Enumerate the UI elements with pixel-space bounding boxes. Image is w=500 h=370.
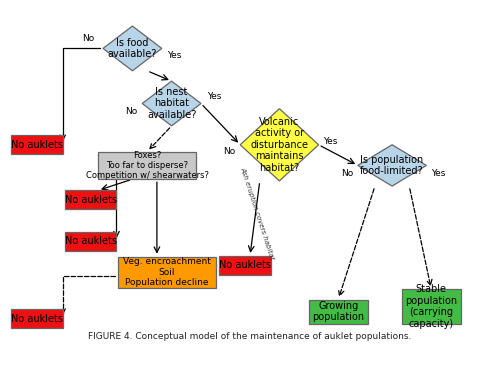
Text: Volcanic
activity or
disturbance
maintains
habitat?: Volcanic activity or disturbance maintai… — [250, 117, 308, 173]
FancyBboxPatch shape — [220, 256, 271, 275]
FancyBboxPatch shape — [65, 191, 116, 209]
Text: Yes: Yes — [166, 51, 181, 60]
Text: Is nest
habitat
available?: Is nest habitat available? — [147, 87, 196, 120]
Text: No: No — [82, 34, 94, 43]
Polygon shape — [142, 81, 201, 126]
FancyBboxPatch shape — [65, 232, 116, 250]
Text: No auklets: No auklets — [65, 195, 117, 205]
Text: Is food
available?: Is food available? — [108, 38, 157, 59]
FancyBboxPatch shape — [309, 300, 368, 324]
Text: No auklets: No auklets — [11, 140, 63, 150]
FancyBboxPatch shape — [402, 289, 460, 324]
FancyBboxPatch shape — [11, 309, 63, 328]
FancyBboxPatch shape — [11, 135, 63, 154]
Text: FIGURE 4. Conceptual model of the maintenance of auklet populations.: FIGURE 4. Conceptual model of the mainte… — [88, 332, 411, 341]
Text: Yes: Yes — [432, 169, 446, 178]
Text: No: No — [340, 169, 353, 178]
FancyBboxPatch shape — [118, 257, 216, 287]
Text: Is population
food-limited?: Is population food-limited? — [360, 155, 424, 176]
Text: Yes: Yes — [207, 92, 222, 101]
Text: Foxes?
Too far to disperse?
Competition w/ shearwaters?: Foxes? Too far to disperse? Competition … — [86, 151, 208, 180]
Text: No: No — [125, 107, 138, 116]
Polygon shape — [358, 145, 426, 186]
Polygon shape — [240, 109, 318, 181]
Text: Yes: Yes — [324, 137, 338, 146]
Text: Growing
population: Growing population — [312, 301, 364, 323]
Text: Ash eruption covers habitat: Ash eruption covers habitat — [240, 166, 276, 261]
Text: Veg. encroachment
Soil
Population decline: Veg. encroachment Soil Population declin… — [123, 257, 210, 287]
Text: No auklets: No auklets — [219, 260, 271, 270]
Text: No auklets: No auklets — [65, 236, 117, 246]
Text: No auklets: No auklets — [11, 313, 63, 323]
FancyBboxPatch shape — [98, 152, 196, 179]
Text: No: No — [223, 147, 235, 156]
Polygon shape — [103, 26, 162, 71]
Text: Stable
population
(carrying
capacity): Stable population (carrying capacity) — [405, 284, 458, 329]
